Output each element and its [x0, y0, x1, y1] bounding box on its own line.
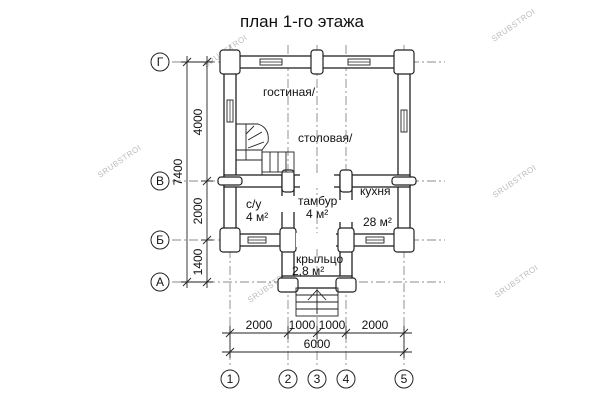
dim-vertical-1: 4000: [191, 108, 205, 135]
plan-title: план 1-го этажа: [240, 12, 365, 31]
axis-row-g: Г: [157, 55, 164, 69]
svg-text:SRUBSTROI: SRUBSTROI: [96, 143, 143, 180]
staircase-icon: [236, 123, 295, 175]
vestibule-label: тамбур: [298, 194, 338, 208]
axis-row-v: В: [156, 174, 164, 188]
kitchen-area: 28 м²: [363, 215, 392, 229]
dim-segment-2: 1000: [289, 318, 316, 332]
porch-label: крыльцо: [296, 252, 344, 266]
row-axis-markers: Г В Б А: [150, 52, 170, 292]
dim-vertical-3: 1400: [191, 248, 205, 275]
wc-area: 4 м²: [246, 210, 268, 224]
axis-col-3: 3: [314, 372, 321, 386]
porch-stairs-icon: [295, 287, 339, 317]
log-corners: [217, 49, 417, 293]
svg-text:SRUBSTROI: SRUBSTROI: [490, 7, 537, 44]
dim-total-vertical: 7400: [171, 158, 185, 185]
svg-text:SRUBSTROI: SRUBSTROI: [491, 163, 538, 200]
door-openings: [281, 174, 353, 247]
porch-area: 2,8 м²: [292, 264, 324, 278]
room-labels: гостиная/ столовая/ с/у 4 м² тамбур 4 м²…: [246, 85, 392, 278]
dining-room-label: столовая/: [298, 131, 353, 145]
axis-row-a: А: [156, 275, 164, 289]
dim-vertical-2: 2000: [191, 197, 205, 224]
living-room-label: гостиная/: [263, 85, 316, 99]
axis-row-b: Б: [156, 233, 164, 247]
dim-total-horizontal: 6000: [304, 337, 331, 351]
dim-segment-3: 1000: [319, 318, 346, 332]
axis-col-5: 5: [401, 372, 408, 386]
wc-label: с/у: [246, 197, 261, 211]
axis-col-1: 1: [227, 372, 234, 386]
vestibule-area: 4 м²: [306, 207, 328, 221]
vertical-dimensions: 7400 4000 2000 1400: [171, 56, 213, 288]
windows: [226, 58, 408, 244]
svg-text:SRUBSTROI: SRUBSTROI: [493, 263, 540, 300]
dim-segment-4: 2000: [362, 318, 389, 332]
kitchen-label: кухня: [360, 184, 391, 198]
column-axis-markers: 1 2 3 4 5: [220, 369, 414, 389]
horizontal-dimensions: 2000 1000 1000 2000 6000: [222, 318, 412, 358]
axis-col-2: 2: [285, 372, 292, 386]
axis-col-4: 4: [343, 372, 350, 386]
dim-segment-1: 2000: [246, 318, 273, 332]
